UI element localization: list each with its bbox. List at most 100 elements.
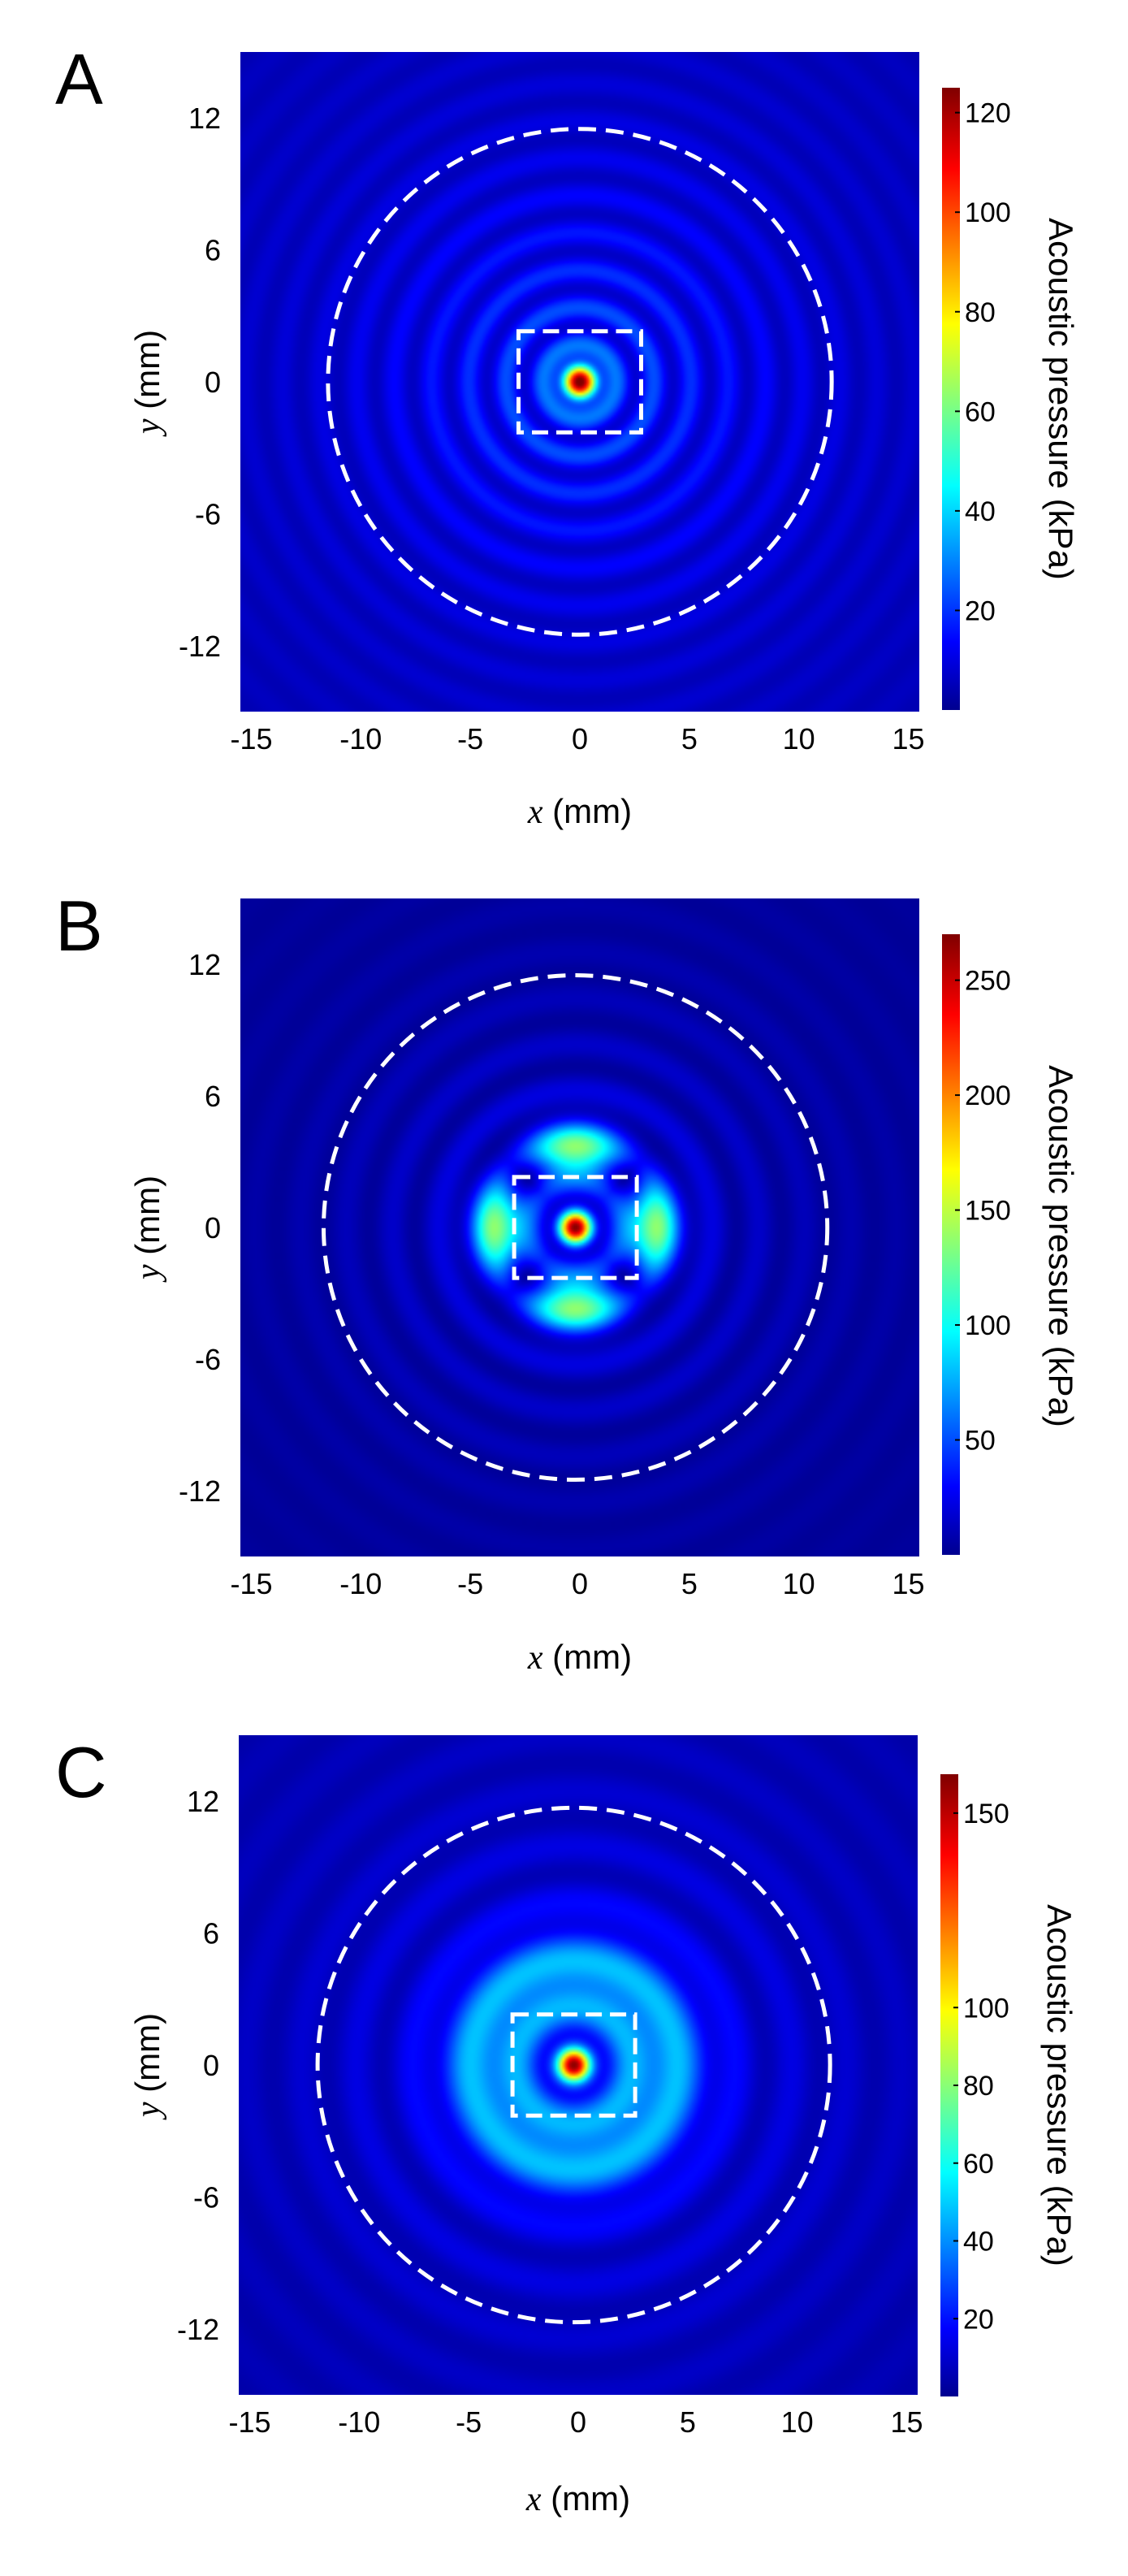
y-tick-label: 0 xyxy=(205,1211,221,1245)
y-tick-label: 0 xyxy=(205,366,221,399)
x-tick-label: 0 xyxy=(572,1567,588,1600)
x-tick-label: -10 xyxy=(339,1567,382,1600)
panel-letter: C xyxy=(55,1732,107,1812)
y-axis-unit: (mm) xyxy=(128,1175,166,1265)
y-axis-unit: (mm) xyxy=(128,2013,166,2102)
x-axis-var: x xyxy=(527,1639,543,1677)
colorbar-tick-label: 50 xyxy=(965,1426,996,1457)
colorbar-label: Acoustic pressure (kPa) xyxy=(1042,218,1080,580)
y-axis-unit: (mm) xyxy=(128,330,166,419)
x-axis-unit: (mm) xyxy=(543,1638,633,1676)
y-tick-label: 6 xyxy=(203,1917,219,1950)
y-axis-var: y xyxy=(130,2102,167,2120)
x-tick-label: 10 xyxy=(783,722,815,755)
colorbar-tick-label: 250 xyxy=(965,966,1011,997)
colorbar-tick-label: 40 xyxy=(965,496,996,527)
x-tick-label: -15 xyxy=(228,2405,270,2439)
dashed-box xyxy=(510,2012,637,2118)
x-axis-ticks: -15 -10 -5 0 5 10 15 xyxy=(230,722,924,755)
x-tick-label: 15 xyxy=(890,2405,923,2439)
y-tick-label: 12 xyxy=(187,1785,219,1818)
x-tick-label: 0 xyxy=(570,2405,586,2439)
x-axis-label: x (mm) xyxy=(525,2479,630,2518)
x-tick-label: -10 xyxy=(338,2405,380,2439)
pressure-heatmap xyxy=(240,52,919,712)
panel-letter: A xyxy=(55,39,103,119)
y-axis-label: y (mm) xyxy=(128,330,167,437)
colorbar-tick-label: 200 xyxy=(965,1080,1011,1111)
colorbar-tick-label: 100 xyxy=(963,1993,1009,2024)
colorbar-tick-label: 120 xyxy=(965,98,1011,129)
x-tick-label: 5 xyxy=(680,2405,696,2439)
colorbar-tick-label: 100 xyxy=(965,197,1011,228)
x-axis-label: x (mm) xyxy=(527,792,632,831)
y-tick-label: 6 xyxy=(205,1080,221,1113)
annotation-layer xyxy=(315,1805,832,2325)
colorbar-label: Acoustic pressure (kPa) xyxy=(1042,1065,1080,1427)
x-axis-ticks: -15 -10 -5 0 5 10 15 xyxy=(228,2405,923,2439)
pressure-heatmap xyxy=(240,898,919,1556)
x-tick-label: 10 xyxy=(781,2405,814,2439)
colorbar-tick-label: 40 xyxy=(963,2227,994,2258)
x-tick-label: 10 xyxy=(783,1567,815,1600)
y-axis-ticks: 12 6 0 -6 -12 xyxy=(179,102,221,663)
x-tick-label: 15 xyxy=(892,722,924,755)
y-tick-label: -12 xyxy=(179,630,221,663)
y-tick-label: -6 xyxy=(195,497,221,530)
x-tick-label: -5 xyxy=(456,2405,482,2439)
colorbar-tick-label: 60 xyxy=(963,2149,994,2180)
y-axis-ticks: 12 6 0 -6 -12 xyxy=(179,948,221,1508)
colorbar xyxy=(942,934,960,1555)
colorbar-tick-label: 80 xyxy=(965,297,996,328)
colorbar-ticks: 50 100 150 200 250 xyxy=(955,966,1011,1457)
colorbar xyxy=(942,88,960,710)
dashed-circle xyxy=(326,127,834,637)
y-tick-label: 6 xyxy=(205,234,221,267)
x-tick-label: 0 xyxy=(572,722,588,755)
x-axis-var: x xyxy=(525,2481,542,2518)
y-axis-var: y xyxy=(130,418,167,437)
annotation-layer xyxy=(326,127,834,637)
y-tick-label: -12 xyxy=(177,2313,219,2346)
annotation-layer xyxy=(321,973,830,1482)
x-axis-unit: (mm) xyxy=(542,2479,631,2518)
colorbar-tick-label: 60 xyxy=(965,396,996,427)
y-tick-label: -6 xyxy=(193,2180,219,2214)
panel-b: B -15 -10 -5 0 5 10 15 12 6 0 -6 -12 x (mm) y (mm)… xyxy=(55,885,1080,1677)
dashed-circle xyxy=(321,973,830,1482)
colorbar-tick-label: 80 xyxy=(963,2071,994,2102)
y-tick-label: 12 xyxy=(188,102,221,135)
colorbar-tick-label: 100 xyxy=(965,1310,1011,1341)
dashed-box xyxy=(516,329,644,435)
colorbar-tick-label: 20 xyxy=(963,2304,994,2335)
y-tick-label: 12 xyxy=(188,948,221,981)
colorbar-ticks: 20 40 60 80 100 150 xyxy=(953,1799,1009,2335)
colorbar-tick-label: 150 xyxy=(963,1799,1009,1829)
colorbar-label: Acoustic pressure (kPa) xyxy=(1040,1904,1078,2266)
y-axis-label: y (mm) xyxy=(128,2013,167,2120)
y-axis-ticks: 12 6 0 -6 -12 xyxy=(177,1785,219,2346)
y-axis-label: y (mm) xyxy=(128,1175,167,1283)
colorbar-tick-label: 20 xyxy=(965,595,996,626)
x-tick-label: -5 xyxy=(457,722,483,755)
y-tick-label: -12 xyxy=(179,1474,221,1508)
x-tick-label: 5 xyxy=(681,1567,698,1600)
x-tick-label: 15 xyxy=(892,1567,924,1600)
y-tick-label: 0 xyxy=(203,2049,219,2082)
dashed-circle xyxy=(315,1805,832,2325)
x-tick-label: -10 xyxy=(339,722,382,755)
x-axis-unit: (mm) xyxy=(543,792,633,830)
colorbar-ticks: 20 40 60 80 100 120 xyxy=(955,98,1011,626)
y-tick-label: -6 xyxy=(195,1343,221,1376)
x-axis-label: x (mm) xyxy=(527,1638,632,1677)
y-axis-var: y xyxy=(130,1264,167,1283)
x-axis-ticks: -15 -10 -5 0 5 10 15 xyxy=(230,1567,924,1600)
pressure-heatmap xyxy=(239,1735,918,2395)
x-tick-label: -15 xyxy=(230,722,272,755)
panel-letter: B xyxy=(55,885,103,966)
x-axis-var: x xyxy=(527,794,543,831)
dashed-box xyxy=(512,1175,639,1280)
